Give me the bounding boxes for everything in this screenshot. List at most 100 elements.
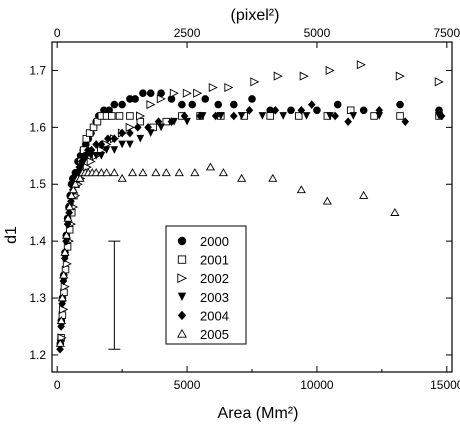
point-2000 bbox=[396, 100, 404, 109]
legend-label-2000: 2000 bbox=[200, 234, 229, 249]
y-tick-label: 1.5 bbox=[29, 177, 46, 191]
point-2002 bbox=[208, 82, 218, 93]
top-axis-label: (pixel²) bbox=[231, 7, 280, 24]
point-2003 bbox=[110, 146, 119, 154]
point-2000 bbox=[214, 100, 223, 109]
point-2004 bbox=[144, 123, 152, 132]
point-2005 bbox=[68, 185, 78, 194]
y-tick-label: 1.4 bbox=[29, 234, 46, 248]
legend-marker-2004 bbox=[177, 310, 187, 321]
point-2001 bbox=[126, 112, 134, 120]
point-2003 bbox=[375, 112, 384, 120]
legend-label-2002: 2002 bbox=[200, 271, 229, 286]
point-2004 bbox=[133, 123, 142, 132]
point-2000 bbox=[110, 100, 119, 109]
legend-label-2004: 2004 bbox=[200, 308, 229, 323]
point-2003 bbox=[118, 140, 126, 149]
point-2000 bbox=[131, 95, 139, 103]
point-2002 bbox=[250, 77, 260, 87]
plot-frame bbox=[51, 41, 453, 373]
point-2002 bbox=[356, 60, 366, 70]
point-2005 bbox=[61, 230, 72, 239]
point-2000 bbox=[139, 89, 147, 98]
point-2005 bbox=[205, 162, 216, 171]
y-tick-label: 1.6 bbox=[29, 120, 46, 134]
point-2003 bbox=[279, 112, 287, 120]
point-2000 bbox=[100, 106, 108, 115]
legend-marker-2005 bbox=[177, 328, 187, 338]
point-2003 bbox=[146, 129, 155, 137]
point-2002 bbox=[325, 65, 335, 75]
point-2001 bbox=[115, 112, 124, 120]
point-2005 bbox=[65, 202, 75, 211]
point-2005 bbox=[218, 168, 229, 177]
point-2005 bbox=[237, 173, 247, 182]
x-tick-label: 5000 bbox=[174, 378, 201, 392]
point-2000 bbox=[266, 106, 274, 115]
point-2004 bbox=[58, 299, 66, 309]
point-2004 bbox=[63, 219, 72, 229]
point-2002 bbox=[193, 88, 203, 98]
legend-marker-2000 bbox=[177, 236, 187, 246]
point-2005 bbox=[57, 293, 67, 302]
top-tick-label: 7500 bbox=[433, 26, 460, 40]
x-tick-label: 15000 bbox=[430, 378, 460, 392]
point-2003 bbox=[302, 112, 311, 120]
point-2003 bbox=[157, 123, 165, 132]
point-2000 bbox=[188, 100, 197, 109]
point-2004 bbox=[75, 162, 84, 172]
point-2003 bbox=[87, 151, 95, 160]
point-2000 bbox=[178, 100, 186, 109]
point-2004 bbox=[401, 117, 410, 126]
point-2005 bbox=[322, 196, 332, 205]
point-2003 bbox=[97, 151, 106, 160]
point-2002 bbox=[156, 94, 166, 104]
point-2002 bbox=[434, 77, 444, 87]
point-2000 bbox=[248, 95, 256, 103]
point-2000 bbox=[167, 95, 176, 103]
point-2004 bbox=[60, 253, 69, 263]
point-2002 bbox=[136, 111, 146, 121]
point-2005 bbox=[174, 168, 184, 177]
legend-marker-2001 bbox=[177, 255, 187, 264]
point-2000 bbox=[230, 100, 238, 109]
point-2003 bbox=[326, 112, 334, 120]
point-2002 bbox=[299, 71, 309, 81]
y-tick-label: 1.3 bbox=[29, 291, 46, 305]
point-2002 bbox=[273, 71, 283, 81]
series-2004 bbox=[56, 100, 446, 354]
point-2004 bbox=[437, 111, 446, 121]
point-2000 bbox=[126, 95, 134, 103]
point-2001 bbox=[295, 112, 303, 120]
point-2004 bbox=[196, 111, 204, 121]
legend-label-2003: 2003 bbox=[200, 290, 229, 305]
point-2004 bbox=[211, 111, 220, 121]
point-2004 bbox=[62, 236, 70, 246]
point-2004 bbox=[65, 208, 73, 217]
point-2004 bbox=[154, 117, 163, 126]
point-2005 bbox=[359, 190, 369, 199]
point-2004 bbox=[92, 140, 100, 149]
point-2005 bbox=[75, 173, 85, 182]
point-2000 bbox=[105, 106, 113, 115]
point-2002 bbox=[59, 304, 69, 314]
point-2003 bbox=[92, 151, 100, 160]
legend-box bbox=[165, 225, 247, 345]
point-2004 bbox=[307, 100, 316, 109]
point-2002 bbox=[146, 100, 156, 110]
point-2004 bbox=[180, 111, 189, 121]
point-2005 bbox=[60, 247, 70, 256]
axes: 0 5000 10000 15000 1.2 1.3 1.4 1.5 1.6 1.7 0 2500 50… bbox=[29, 26, 460, 392]
point-2003 bbox=[126, 140, 134, 149]
point-2000 bbox=[201, 95, 210, 103]
point-2005 bbox=[70, 179, 80, 188]
top-tick-label: 2500 bbox=[174, 26, 201, 40]
point-2001 bbox=[396, 112, 404, 120]
x-tick-label: 10000 bbox=[300, 378, 334, 392]
error-bar bbox=[108, 240, 121, 350]
x-tick-label: 0 bbox=[54, 378, 61, 392]
x-axis-label: Area (Mm²) bbox=[218, 405, 299, 422]
point-2005 bbox=[117, 173, 127, 182]
point-2004 bbox=[104, 134, 112, 144]
point-2001 bbox=[93, 117, 102, 126]
